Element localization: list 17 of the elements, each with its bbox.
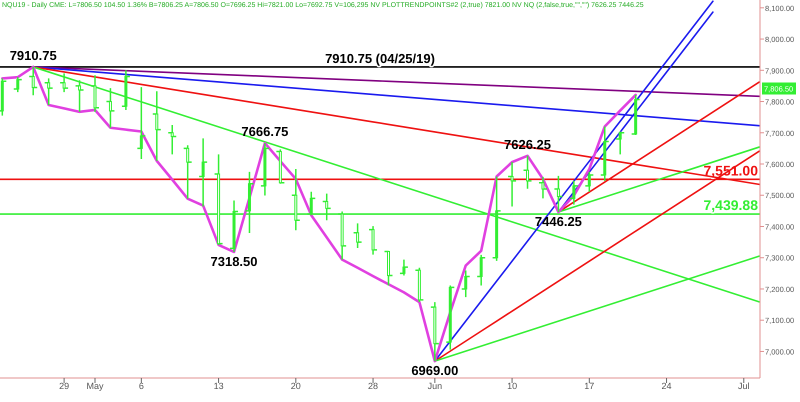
x-tick-label: Jun — [428, 381, 442, 391]
data-label: 7666.75 — [241, 124, 288, 140]
x-tick-label: 17 — [584, 381, 594, 391]
x-tick-label: 28 — [368, 381, 378, 391]
x-tick-label: 13 — [214, 381, 224, 391]
x-tick-label: 6 — [138, 381, 144, 391]
data-label: 7910.75 — [10, 48, 57, 63]
data-label: 6969.00 — [411, 363, 458, 378]
x-tick-label: May — [86, 381, 104, 391]
x-tick-label: 29 — [59, 381, 70, 391]
x-tick-label: 24 — [662, 381, 672, 391]
ref-line-label: 7910.75 (04/25/19) — [325, 50, 435, 66]
x-tick-label: 10 — [507, 381, 518, 391]
x-tick-label: Jul — [738, 381, 750, 391]
x-tick-label: 20 — [290, 381, 301, 391]
ref-line-label: 7,439.88 — [704, 197, 758, 214]
data-label: 7318.50 — [210, 254, 258, 269]
